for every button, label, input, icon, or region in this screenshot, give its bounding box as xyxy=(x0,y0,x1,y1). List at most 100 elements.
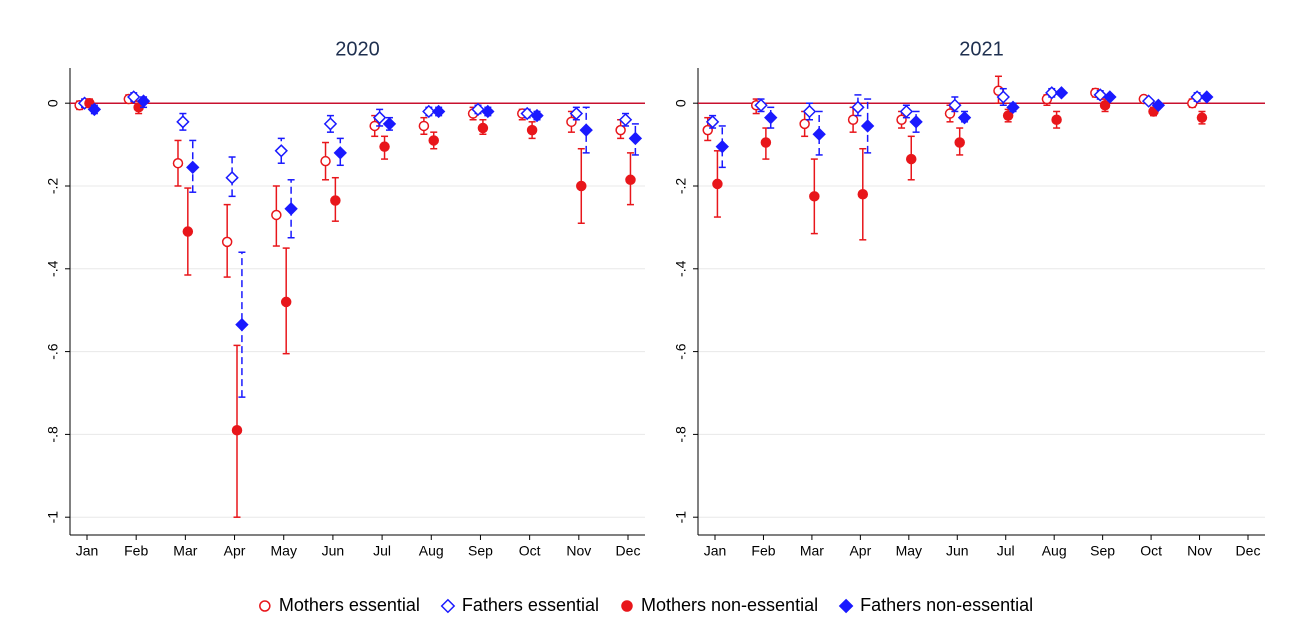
point xyxy=(172,157,184,169)
point xyxy=(428,135,439,146)
point xyxy=(948,98,962,112)
point xyxy=(764,110,778,125)
point xyxy=(1006,100,1020,115)
point xyxy=(1045,86,1059,100)
point xyxy=(221,236,233,248)
x-tick-label: Nov xyxy=(1187,543,1212,559)
y-tick-label: -.8 xyxy=(45,426,61,443)
point xyxy=(857,189,869,200)
point xyxy=(320,155,331,167)
x-tick-label: Sep xyxy=(468,543,493,559)
point xyxy=(333,146,347,160)
legend-marker xyxy=(440,598,456,614)
point xyxy=(481,104,495,119)
error-bar xyxy=(912,110,920,133)
x-tick-label: Nov xyxy=(566,543,591,559)
legend-label: Fathers non-essential xyxy=(860,595,1033,615)
point xyxy=(954,137,965,148)
point xyxy=(702,124,713,136)
point xyxy=(625,174,636,186)
x-tick-label: Aug xyxy=(1042,543,1067,559)
legend-label: Mothers non-essential xyxy=(641,595,818,615)
legend-label: Mothers essential xyxy=(279,595,420,615)
x-tick-label: Jan xyxy=(76,543,99,559)
point xyxy=(418,120,430,132)
point xyxy=(760,137,772,148)
point xyxy=(477,122,489,134)
point xyxy=(715,139,729,154)
point xyxy=(566,116,577,128)
point xyxy=(1002,110,1014,121)
y-tick-label: -.2 xyxy=(45,178,61,195)
y-tick-label: -.4 xyxy=(673,260,689,277)
point xyxy=(569,106,584,121)
point xyxy=(944,108,956,119)
point xyxy=(1093,88,1107,102)
point xyxy=(809,191,820,202)
point xyxy=(802,104,817,119)
error-bar xyxy=(228,156,236,198)
point xyxy=(812,127,826,141)
x-tick-label: Aug xyxy=(419,543,444,559)
panel-title: 2021 xyxy=(959,38,1004,60)
x-tick-label: Feb xyxy=(124,543,148,559)
point xyxy=(372,110,387,125)
point xyxy=(1196,112,1208,123)
x-tick-label: Jun xyxy=(946,543,969,559)
point xyxy=(909,115,923,129)
point xyxy=(284,202,298,216)
x-tick-label: Oct xyxy=(1140,543,1162,559)
legend-marker xyxy=(838,598,854,614)
x-tick-label: Mar xyxy=(173,543,197,559)
point xyxy=(1099,100,1111,111)
point xyxy=(271,209,282,221)
y-tick-label: -1 xyxy=(673,511,689,524)
point xyxy=(860,119,875,133)
point xyxy=(87,102,102,117)
x-tick-label: May xyxy=(896,543,922,559)
x-tick-label: Jul xyxy=(373,543,391,559)
point xyxy=(280,296,292,308)
point xyxy=(431,104,446,119)
point xyxy=(579,123,593,137)
x-tick-label: Jun xyxy=(322,543,345,559)
point xyxy=(225,171,239,185)
point xyxy=(176,115,190,129)
point xyxy=(1200,90,1214,104)
x-tick-label: Feb xyxy=(751,543,775,559)
y-tick-label: -.6 xyxy=(45,343,61,360)
point xyxy=(712,178,723,190)
point xyxy=(235,317,249,332)
y-tick-label: -.2 xyxy=(673,178,689,195)
y-tick-label: -1 xyxy=(45,511,61,524)
point xyxy=(330,195,341,206)
x-tick-label: Jul xyxy=(997,543,1015,559)
y-tick-label: -.8 xyxy=(673,426,689,443)
point xyxy=(905,153,917,165)
y-tick-label: 0 xyxy=(45,99,61,107)
x-tick-label: Apr xyxy=(224,543,246,559)
y-tick-label: -.6 xyxy=(673,343,689,360)
error-bar xyxy=(815,110,823,156)
point xyxy=(186,160,200,175)
legend-marker xyxy=(621,600,633,612)
point xyxy=(628,131,643,146)
point xyxy=(323,117,338,131)
legend-marker xyxy=(259,600,271,612)
point xyxy=(520,106,534,121)
x-tick-label: Oct xyxy=(519,543,541,559)
point xyxy=(127,90,141,104)
point xyxy=(182,226,194,237)
x-tick-label: Mar xyxy=(800,543,824,559)
point xyxy=(422,104,436,119)
y-tick-label: 0 xyxy=(673,99,689,107)
point xyxy=(1190,90,1204,104)
point xyxy=(799,118,810,130)
point xyxy=(899,104,914,119)
point xyxy=(231,425,243,436)
y-tick-label: -.4 xyxy=(45,260,61,277)
point xyxy=(530,108,544,123)
legend-label: Fathers essential xyxy=(462,595,599,615)
panel-title: 2020 xyxy=(335,38,380,60)
